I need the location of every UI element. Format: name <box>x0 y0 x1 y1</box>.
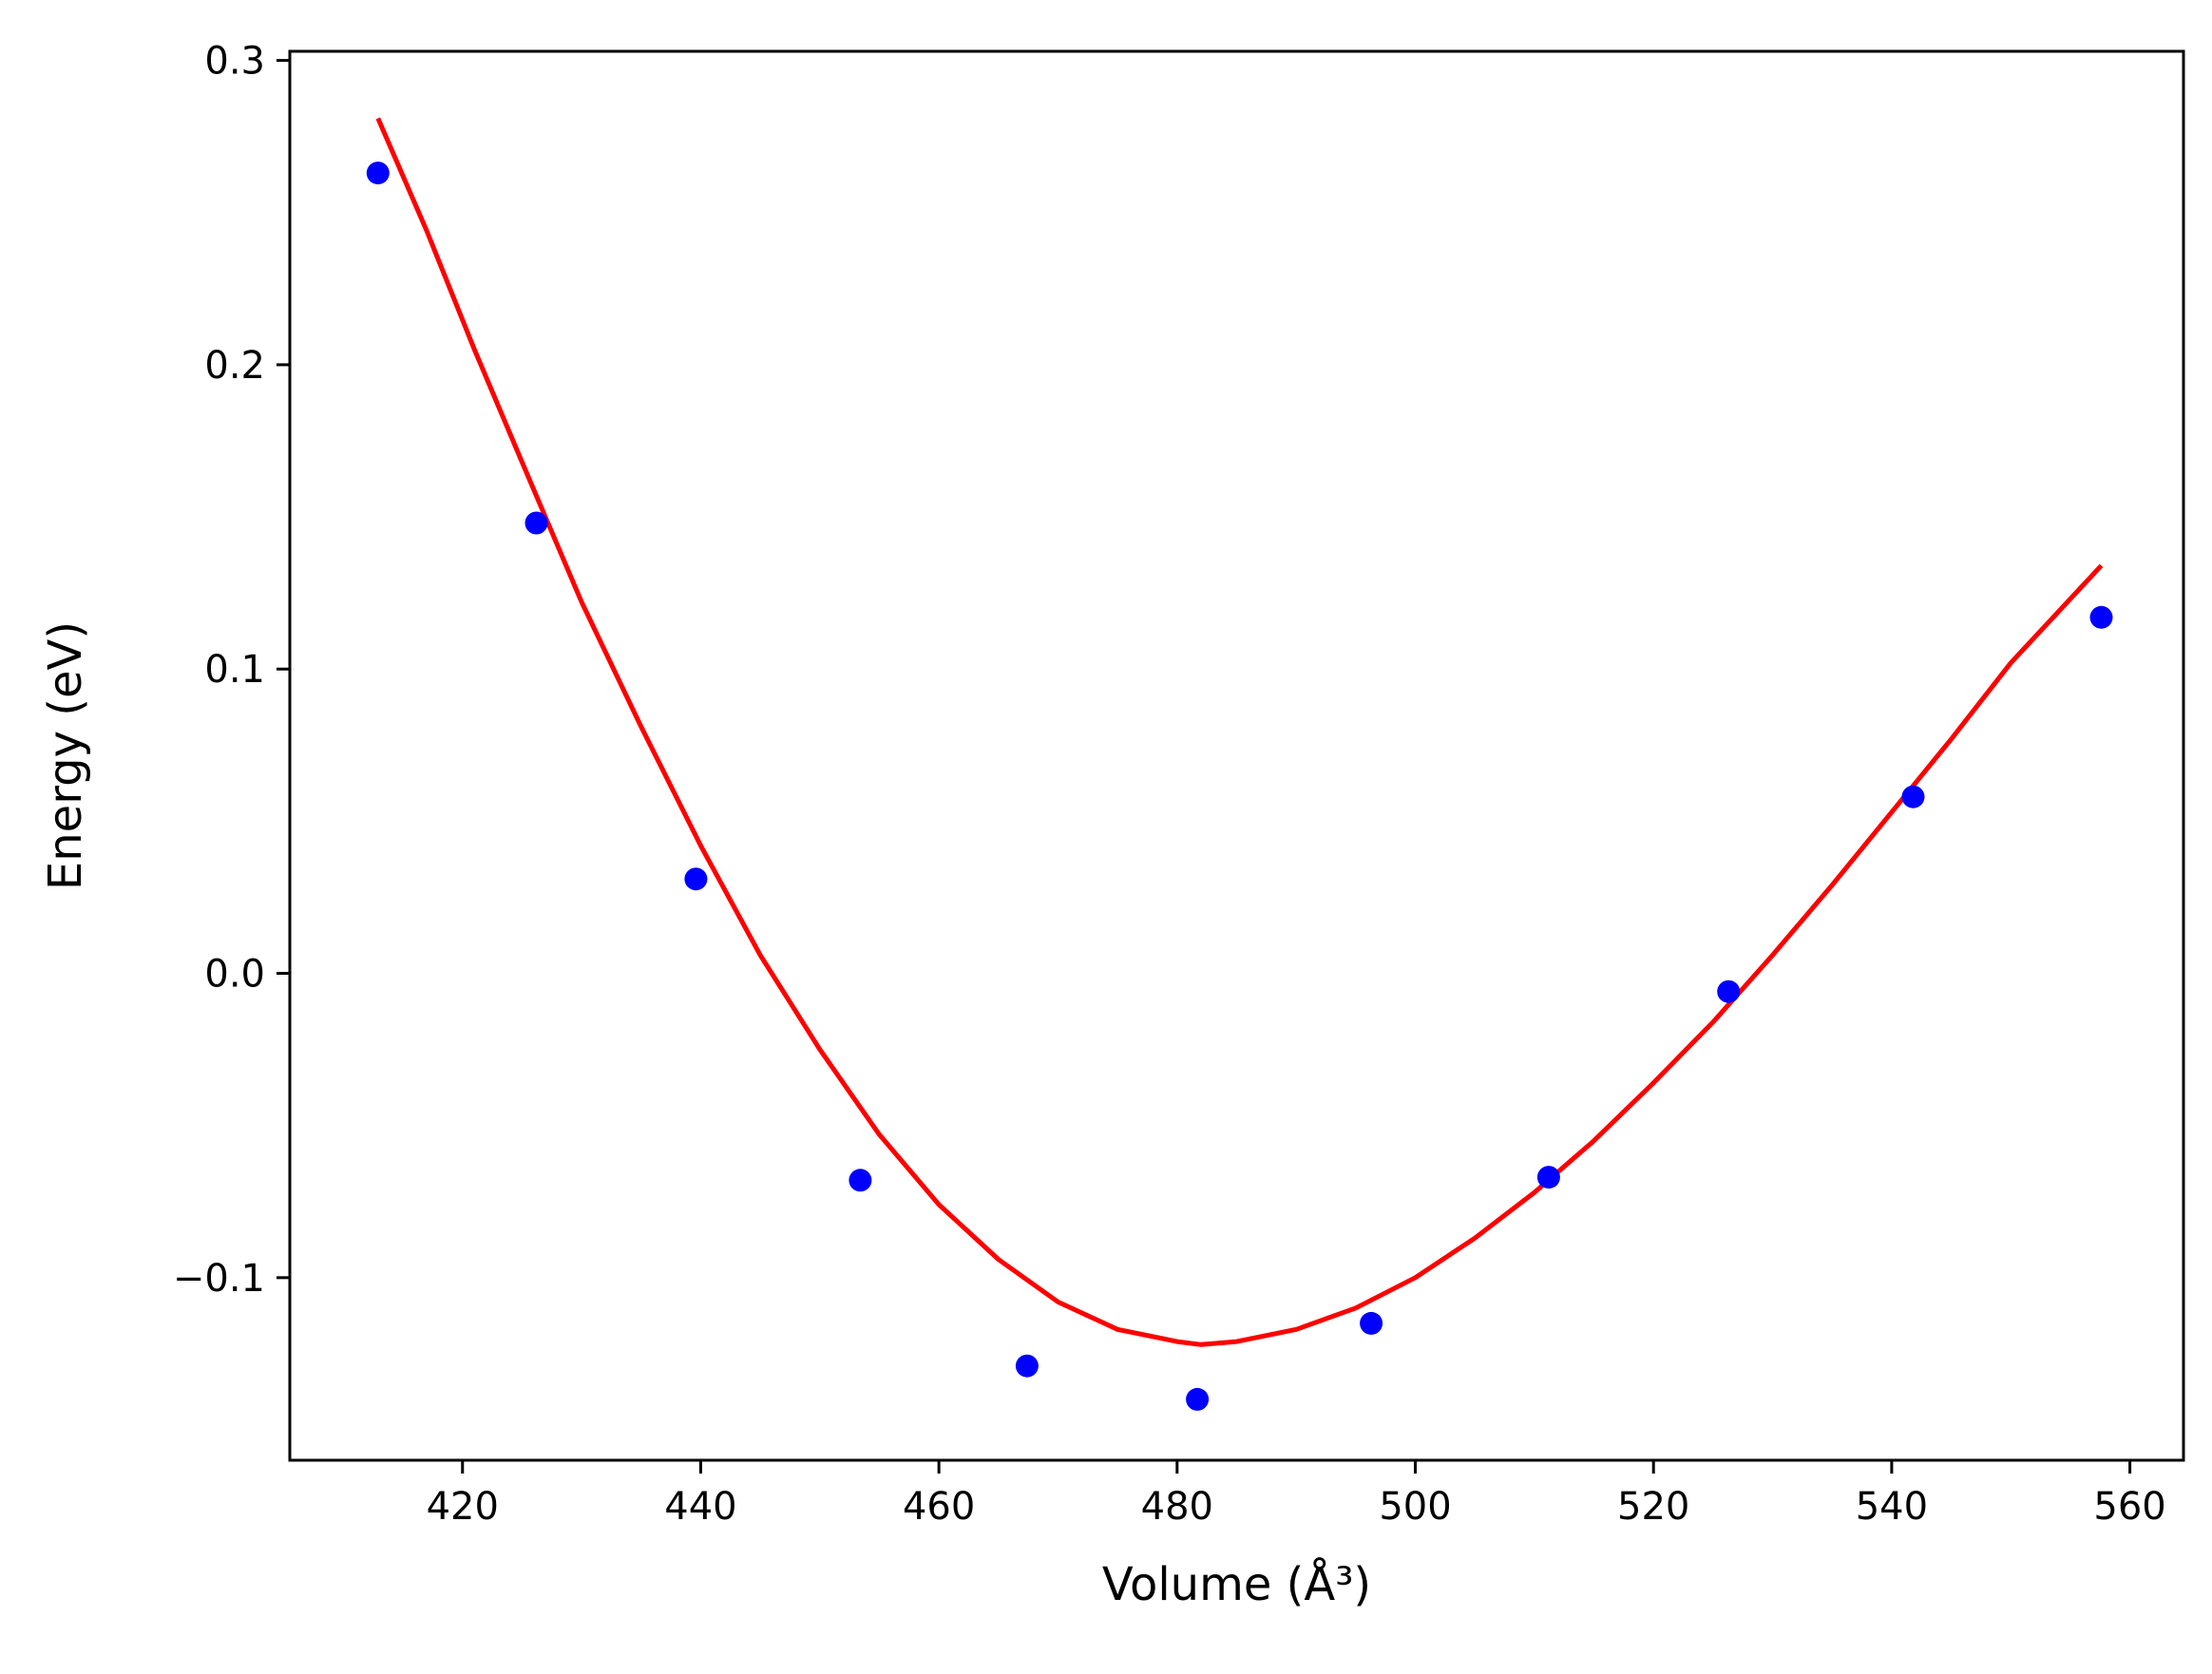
y-axis-label: Energy (eV) <box>39 621 92 890</box>
x-tick-label: 420 <box>427 1485 499 1529</box>
data-point <box>849 1169 872 1192</box>
x-axis: 420 440 460 480 500 520 540 560 <box>427 1460 2166 1529</box>
x-tick-label: 460 <box>903 1485 975 1529</box>
y-tick-label: 0.0 <box>204 953 265 997</box>
x-tick-label: 440 <box>664 1485 736 1529</box>
x-axis-label: Volume (Å³) <box>1102 1557 1371 1611</box>
x-tick-label: 500 <box>1379 1485 1451 1529</box>
data-point <box>524 511 548 535</box>
data-point <box>366 162 390 185</box>
data-points-layer <box>366 162 2113 1411</box>
x-tick-label: 540 <box>1856 1485 1928 1529</box>
y-tick-label: 0.1 <box>204 648 265 692</box>
data-point <box>1186 1387 1210 1411</box>
y-axis: −0.1 0.0 0.1 0.2 0.3 <box>173 40 290 1301</box>
x-tick-label: 560 <box>2093 1485 2165 1529</box>
plot-frame <box>288 49 2185 1462</box>
data-point <box>1536 1166 1560 1189</box>
data-point <box>1717 980 1741 1003</box>
data-point <box>1360 1311 1383 1335</box>
x-tick-label: 480 <box>1141 1485 1213 1529</box>
data-point <box>2089 605 2113 629</box>
y-tick-label: 0.2 <box>204 344 265 388</box>
x-tick-label: 520 <box>1617 1485 1689 1529</box>
data-point <box>1015 1354 1039 1378</box>
y-tick-label: −0.1 <box>173 1257 265 1301</box>
fit-curve-layer <box>375 117 2104 1347</box>
data-point <box>684 867 708 891</box>
fit-curve <box>375 117 2104 1347</box>
y-tick-label: 0.3 <box>204 40 265 84</box>
data-point <box>1901 785 1925 808</box>
